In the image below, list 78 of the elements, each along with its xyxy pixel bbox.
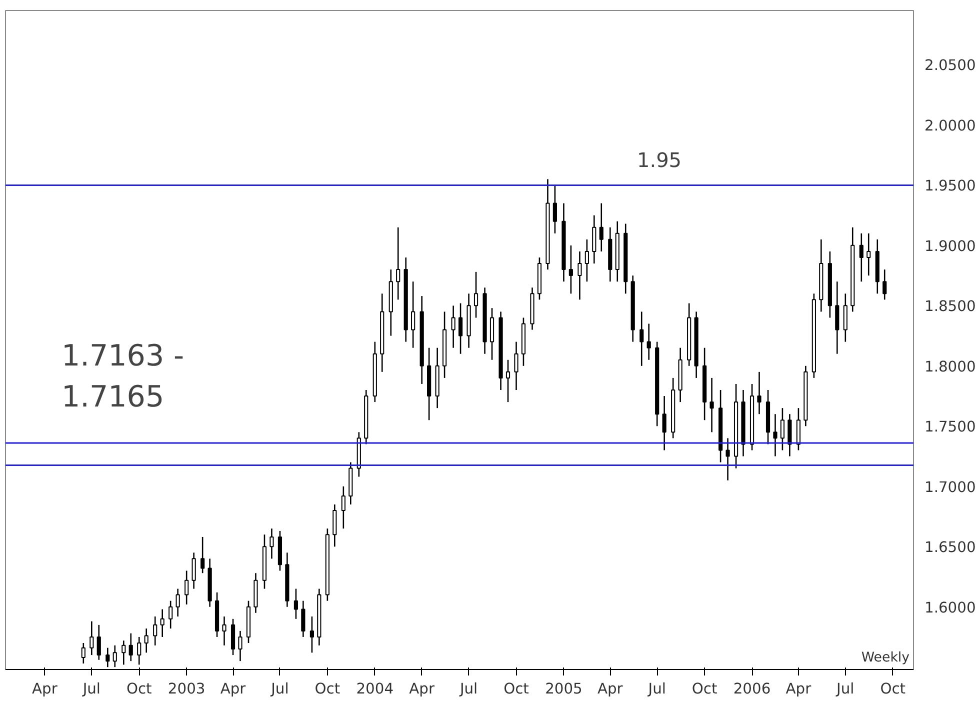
y-tick-label: 1.6000 [924, 599, 976, 616]
candlestick [200, 536, 205, 574]
candlestick [646, 323, 651, 361]
x-tick-label: Jul [270, 680, 289, 698]
candlestick [662, 395, 666, 451]
candlestick [599, 202, 604, 252]
y-tick-label: 1.9500 [924, 178, 976, 195]
y-tick-label: 1.7000 [924, 478, 976, 496]
x-tick-label: 2004 [356, 680, 394, 698]
x-tick-label: Jul [82, 680, 101, 698]
candlestick [341, 486, 346, 530]
candlestick [122, 640, 126, 666]
x-tick-label: Oct [314, 680, 340, 698]
candlestick [153, 616, 158, 646]
x-tick-label: 2006 [733, 680, 771, 698]
candlestick [168, 600, 173, 630]
candlestick [780, 407, 785, 451]
candlestick [458, 302, 463, 355]
candlestick [474, 271, 478, 318]
x-tick-label: Apr [220, 680, 247, 698]
candlestick [451, 305, 456, 348]
annotation: Weekly [861, 650, 910, 666]
y-tick-label: 1.9000 [924, 238, 976, 255]
candlestick [882, 268, 887, 300]
x-tick-label: Jul [458, 680, 478, 698]
candlestick [710, 377, 714, 433]
candlestick [411, 280, 416, 348]
candlestick [568, 244, 573, 294]
candlestick [773, 413, 778, 457]
y-tick-label: 1.8500 [924, 298, 976, 316]
x-tick-label: Jul [647, 680, 666, 698]
candlestick [90, 620, 94, 656]
candlestick [184, 570, 189, 606]
y-tick-label: 1.6500 [924, 539, 976, 556]
candlestick [294, 588, 298, 620]
candlestick [81, 642, 86, 664]
x-tick-label: Oct [504, 680, 530, 698]
annotation: 1.7163 - 1.7165 [62, 338, 184, 414]
candlestick [310, 616, 314, 654]
x-tick-label: Oct [880, 680, 906, 698]
candlestick [192, 552, 196, 590]
candlestick [301, 600, 306, 638]
candlestick [222, 616, 226, 646]
candlestick [144, 628, 148, 654]
x-tick-label: Apr [409, 680, 436, 698]
candlestick [137, 636, 142, 666]
candlestick [506, 359, 510, 403]
x-tick-label: Apr [786, 680, 812, 698]
candlestick [238, 630, 242, 662]
candlestick [106, 647, 110, 668]
candlestick [176, 588, 180, 618]
x-tick-label: Oct [692, 680, 718, 698]
candlestick [866, 232, 871, 276]
ref-line-label: 1.95 [636, 148, 682, 172]
candlestick [640, 311, 644, 367]
x-tick-label: 2003 [168, 680, 206, 698]
candlestick [578, 250, 582, 300]
y-tick-label: 1.7500 [924, 418, 976, 436]
candlestick [552, 184, 557, 234]
candlestick [270, 528, 274, 560]
x-tick-label: Jul [836, 680, 854, 698]
candlestick [128, 632, 133, 662]
candlestick [160, 608, 164, 638]
x-tick-label: Apr [597, 680, 624, 698]
candlestick [112, 644, 117, 668]
candlestick [96, 624, 101, 661]
candlestick [396, 226, 400, 300]
candlestick [584, 238, 589, 282]
x-tick-label: Apr [32, 680, 58, 698]
y-tick-label: 1.8000 [924, 358, 976, 376]
candlestick [726, 438, 730, 482]
x-tick-label: Oct [126, 680, 152, 698]
x-tick-label: 2005 [545, 680, 582, 698]
y-tick-label: 2.0500 [924, 57, 976, 74]
y-tick-label: 2.0000 [924, 117, 976, 134]
candlestick [859, 232, 864, 282]
candlestick [514, 341, 518, 391]
candlestick [757, 371, 762, 415]
